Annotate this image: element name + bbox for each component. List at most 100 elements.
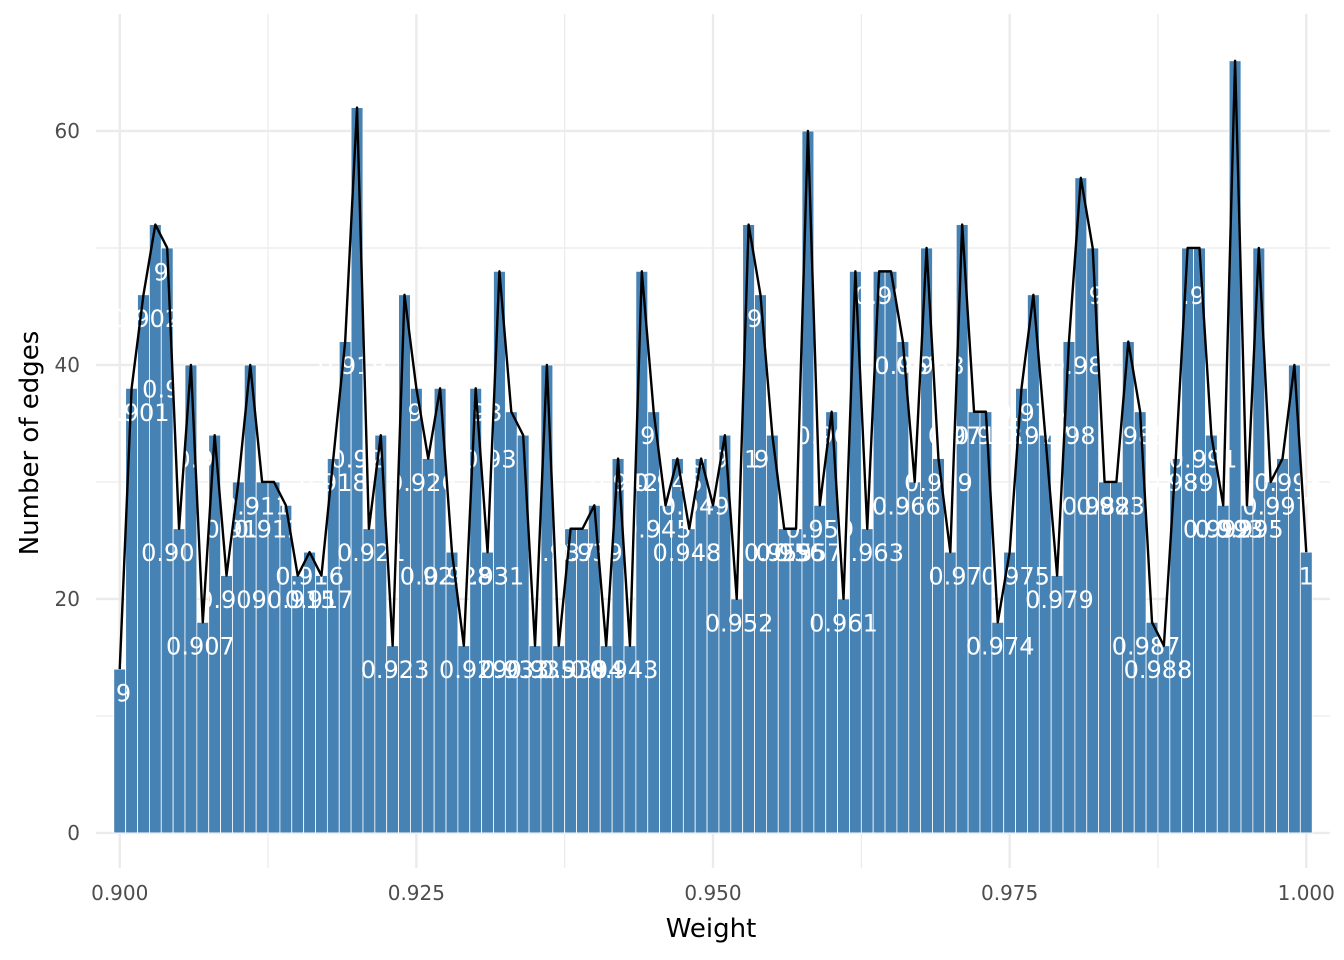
bar bbox=[291, 575, 305, 834]
bar-label: 0.963 bbox=[835, 539, 904, 567]
bar-label: 0.991 bbox=[1169, 446, 1238, 474]
bar bbox=[777, 528, 791, 834]
bar-label: 0.976 bbox=[997, 399, 1066, 427]
bar-label: .9 bbox=[108, 680, 131, 708]
bar-label: 0.965 bbox=[854, 282, 923, 310]
y-axis-title: Number of edges bbox=[15, 331, 45, 556]
bar-label: 0.948 bbox=[653, 539, 722, 567]
bar-label: 0.917 bbox=[285, 586, 354, 614]
y-tick-label: 40 bbox=[55, 353, 80, 377]
bar bbox=[125, 387, 138, 834]
bar bbox=[481, 551, 494, 834]
bar-label: 0.901 bbox=[101, 399, 170, 427]
bar bbox=[279, 504, 293, 834]
bar bbox=[682, 528, 696, 834]
bar-label: 0.907 bbox=[166, 633, 235, 661]
bar-label: 0.966 bbox=[872, 492, 941, 520]
bar-label: 0.985 bbox=[1100, 422, 1169, 450]
bar-label: 0.933 bbox=[480, 656, 549, 684]
y-tick-label: 0 bbox=[67, 821, 80, 845]
bar-label: 0.987 bbox=[1112, 633, 1181, 661]
bar-label: 9 bbox=[640, 422, 655, 450]
bar bbox=[1098, 481, 1111, 834]
bar bbox=[1121, 341, 1135, 834]
bar-label: 0.929 bbox=[439, 656, 508, 684]
bar bbox=[1003, 551, 1016, 834]
bar bbox=[1050, 575, 1064, 834]
x-tick-label: 0.925 bbox=[388, 881, 445, 905]
bar-label: 0.919 bbox=[318, 352, 387, 380]
bar-labels: .90.9010.90290.90.9050.9070.90.9090.910.… bbox=[101, 258, 1323, 707]
bar-label: 0.942 bbox=[590, 469, 659, 497]
bar-label: 0.979 bbox=[1025, 586, 1094, 614]
bar-label: 0.938 bbox=[539, 656, 608, 684]
bar-label: 0.968 bbox=[896, 352, 965, 380]
bar-label: 0.974 bbox=[966, 633, 1035, 661]
bar bbox=[504, 411, 518, 834]
x-tick-label: 0.950 bbox=[684, 881, 741, 905]
bar-label: 0.916 bbox=[275, 563, 344, 591]
bar-label: 0.928 bbox=[424, 563, 493, 591]
bar-label: 0.99 bbox=[1167, 282, 1220, 310]
bar-label: 0.956 bbox=[756, 539, 825, 567]
bar bbox=[220, 575, 233, 834]
bar-label: 0.98 bbox=[1042, 422, 1095, 450]
bar-label: 0.92 bbox=[330, 446, 383, 474]
bars bbox=[113, 60, 1313, 834]
bar-label: 0.957 bbox=[774, 539, 843, 567]
bar-label: 0.977 bbox=[1001, 422, 1070, 450]
axes: 0.900 0.925 0.950 0.975 1.000 0 20 40 60 bbox=[55, 119, 1335, 905]
bar-label: 0.915 bbox=[267, 586, 336, 614]
bar-label: 0.952 bbox=[705, 609, 774, 637]
bar-label: 0.94 bbox=[570, 656, 623, 684]
bar bbox=[943, 551, 957, 834]
bar-label: 0.96 bbox=[795, 422, 848, 450]
bar bbox=[896, 341, 910, 834]
y-tick-label: 60 bbox=[55, 119, 80, 143]
bar bbox=[172, 528, 186, 834]
bar-label: 0.971 bbox=[928, 422, 997, 450]
x-tick-label: 1.000 bbox=[1278, 881, 1335, 905]
bar-label: 0.943 bbox=[590, 656, 659, 684]
bar bbox=[635, 270, 649, 834]
bar-label: 0.997 bbox=[1242, 492, 1311, 520]
bar-label: 0.993 bbox=[1195, 516, 1264, 544]
bar-label: 0.989 bbox=[1145, 469, 1214, 497]
bar bbox=[421, 458, 435, 834]
bar-label: 9 bbox=[747, 305, 762, 333]
x-tick-label: 0.900 bbox=[91, 881, 148, 905]
bar bbox=[908, 481, 922, 834]
bar-label: 0.983 bbox=[1076, 492, 1145, 520]
bar bbox=[1299, 551, 1313, 834]
y-tick-label: 20 bbox=[55, 587, 80, 611]
x-tick-label: 0.975 bbox=[981, 881, 1038, 905]
bar-label: 0.955 bbox=[744, 539, 813, 567]
bar-label: 1 bbox=[1299, 563, 1314, 591]
bar-label: 0.935 bbox=[507, 656, 576, 684]
bar bbox=[315, 575, 328, 834]
bar-label: 0.995 bbox=[1215, 516, 1284, 544]
bar-label: 0.97 bbox=[928, 563, 981, 591]
bar-label: 0.918 bbox=[299, 469, 368, 497]
bar bbox=[1216, 504, 1230, 834]
bar-label: 0.981 bbox=[1050, 352, 1119, 380]
bar bbox=[410, 387, 423, 834]
bar-label: 0.982 bbox=[1062, 492, 1131, 520]
bar-label: 0.961 bbox=[809, 609, 878, 637]
frequency-polyline bbox=[118, 59, 1308, 670]
bar-label: 0.988 bbox=[1124, 656, 1193, 684]
bar-label: 0.975 bbox=[981, 563, 1050, 591]
bar-label: 9 bbox=[154, 258, 169, 286]
bar-label: 0.992 bbox=[1183, 516, 1252, 544]
bar bbox=[1240, 504, 1254, 834]
bar bbox=[326, 458, 340, 834]
bar-label: 0.998 bbox=[1254, 469, 1323, 497]
frequency-line bbox=[118, 59, 1308, 670]
bar bbox=[789, 528, 803, 834]
bar bbox=[860, 528, 874, 834]
bar-label: 0.909 bbox=[198, 586, 267, 614]
bar-label: 9 bbox=[754, 446, 769, 474]
bar-label: 0.923 bbox=[361, 656, 430, 684]
bar-label: 0.921 bbox=[337, 539, 406, 567]
